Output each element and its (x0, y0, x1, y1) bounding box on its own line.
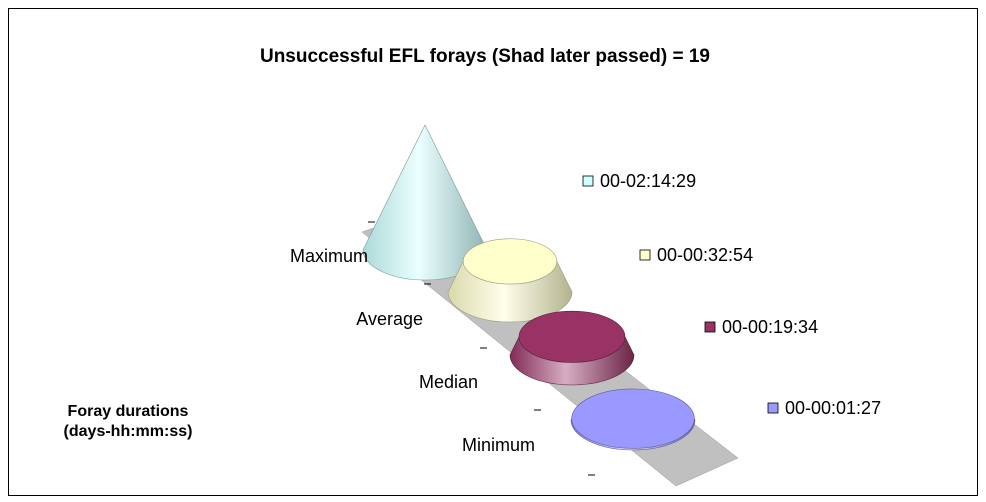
legend-swatch (704, 321, 716, 333)
category-label: Average (356, 309, 423, 329)
legend-label: 00-00:32:54 (657, 245, 753, 265)
chart-title: Unsuccessful EFL forays (Shad later pass… (260, 46, 710, 67)
axis-title: Foray durations (days-hh:mm:ss) (63, 403, 193, 440)
cone-top (571, 388, 695, 449)
legend-label: 00-02:14:29 (600, 171, 696, 191)
cone-top (518, 310, 626, 363)
cone (447, 238, 573, 323)
category-label: Maximum (290, 246, 368, 266)
legend-swatch (767, 402, 779, 414)
category-label: Minimum (462, 435, 535, 455)
legend-label: 00-00:01:27 (785, 398, 881, 418)
legend-label: 00-00:19:34 (722, 317, 818, 337)
legend-swatch (639, 249, 651, 261)
axis-ticks (368, 221, 595, 476)
cone-top (462, 238, 558, 285)
cone (509, 310, 635, 386)
legend-swatch (582, 175, 594, 187)
cone (570, 388, 696, 451)
category-label: Median (419, 372, 478, 392)
